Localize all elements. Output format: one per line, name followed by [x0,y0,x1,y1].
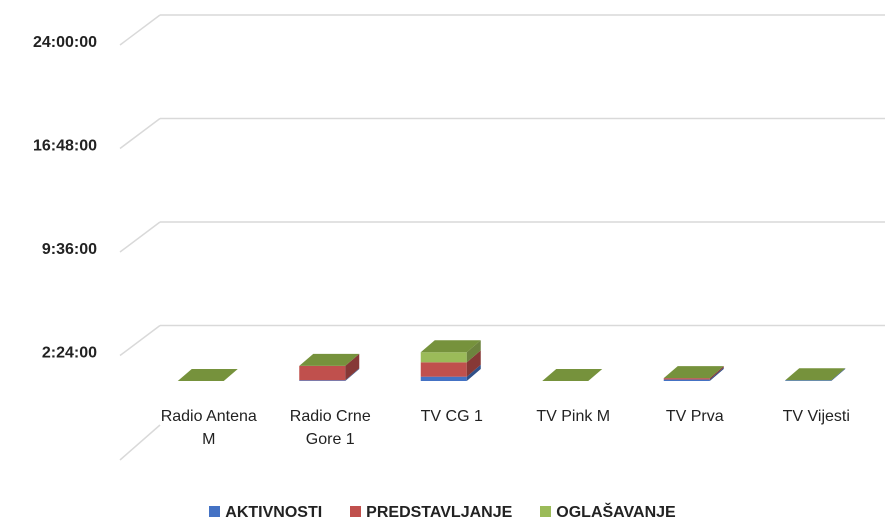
bar-segment [663,378,710,380]
x-tick-label: Radio Antena M [160,408,257,448]
bar-segment [420,376,467,381]
bar-side [466,364,481,381]
bar-segment [420,362,467,377]
grid-line [119,221,161,253]
y-tick-label: 24:00:00 [33,34,97,51]
legend-item: OGLAŠAVANJE [540,504,676,522]
bar-top [299,353,360,366]
bar-segment [785,380,832,381]
legend-swatch [209,506,221,517]
legend-item: PREDSTAVLJANJE [350,504,512,522]
x-tick-label: TV Vijesti [782,408,850,425]
bar-segment [420,352,467,363]
bar-segment [299,365,346,381]
legend: AKTIVNOSTI PREDSTAVLJANJE OGLAŠAVANJE [0,504,885,522]
x-tick-label: TV Pink M [536,408,611,425]
floor-edge [119,424,161,461]
y-tick-label: 16:48:00 [33,138,97,155]
bar-side [466,350,481,377]
bar-side [709,366,724,380]
bar-segment [663,379,710,381]
legend-label: PREDSTAVLJANJE [366,504,513,521]
grid-line [119,117,161,150]
y-tick-label: 9:36:00 [42,241,97,258]
legend-label: AKTIVNOSTI [225,504,323,521]
x-tick-label: TV Prva [665,408,724,425]
x-tick-label: Radio Crne Gore 1 [289,408,371,448]
bar-side [709,367,724,381]
legend-label: OGLAŠAVANJE [556,504,676,521]
bar-side [345,368,360,381]
legend-swatch [350,506,362,517]
bar-top [663,366,724,379]
grid-line [119,14,161,46]
bar-side [345,353,360,381]
bar-top [420,340,481,353]
bar-segment [299,380,346,381]
bar-side [831,368,846,381]
bar-top [785,368,846,381]
y-tick-label: 2:24:00 [42,345,97,362]
x-tick-label: TV CG 1 [420,408,483,425]
bar-top [177,369,238,381]
legend-swatch [540,506,552,517]
bar-side [466,340,481,363]
grid-line [119,324,161,357]
bar-top [542,369,603,381]
legend-item: AKTIVNOSTI [209,504,322,522]
